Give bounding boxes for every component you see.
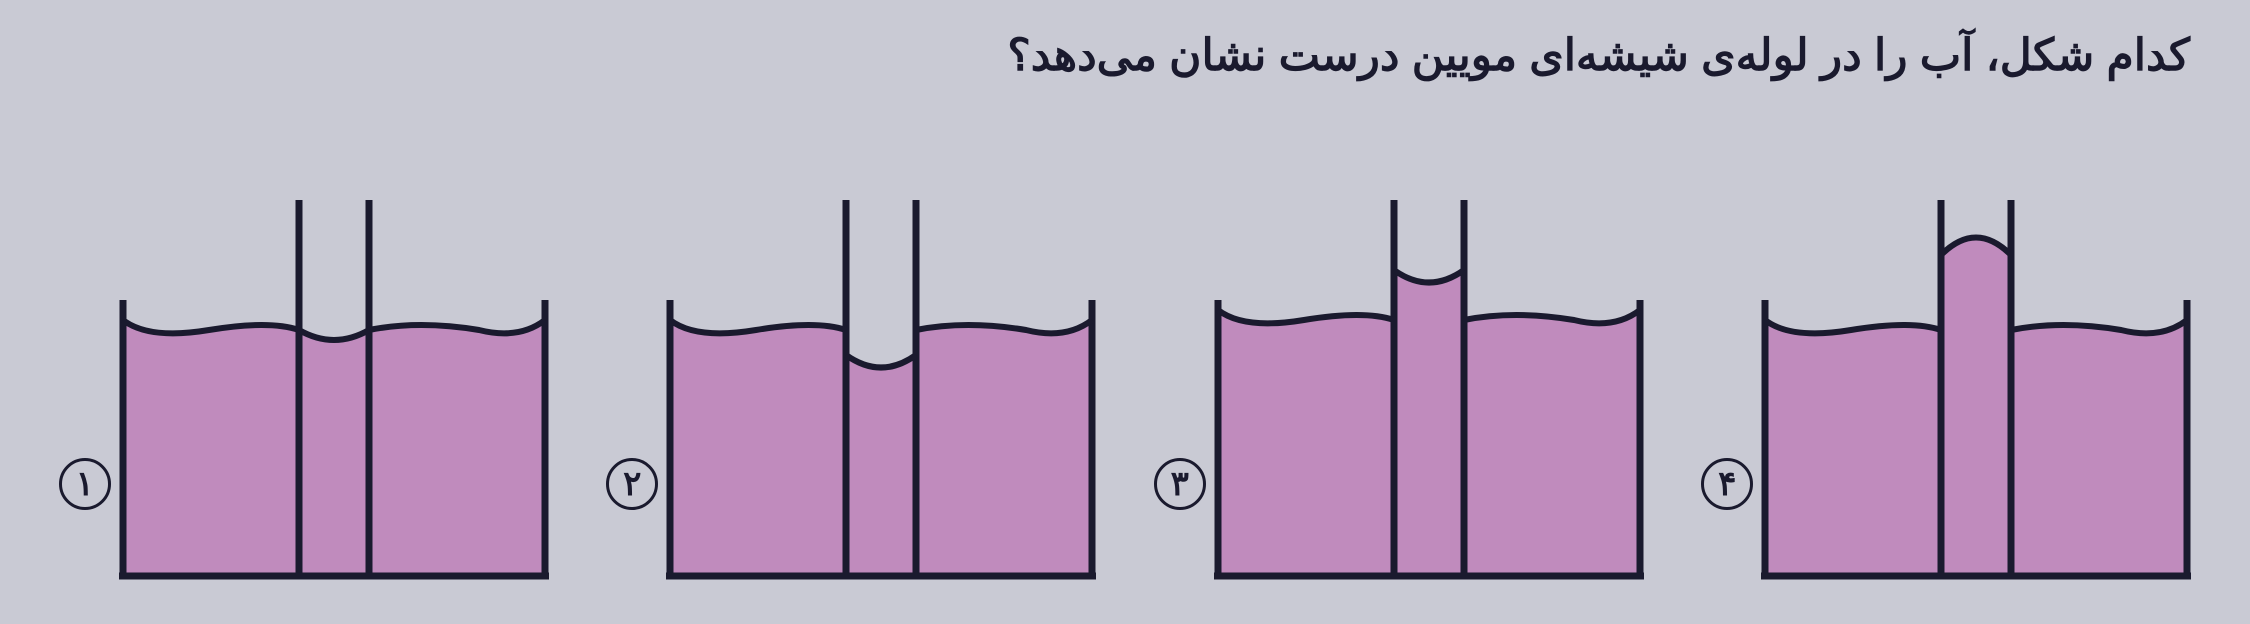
water-body-tube xyxy=(846,355,916,576)
water-body-tube xyxy=(1941,238,2011,577)
option-label-2: ۲ xyxy=(606,458,658,510)
water-body-tube xyxy=(1394,270,1464,576)
capillary-diagram-1 xyxy=(119,180,549,580)
water-body-outer xyxy=(1765,320,1941,576)
question-text: کدام شکل، آب را در لوله‌ی شیشه‌ای مویین … xyxy=(1007,30,2190,81)
water-body-outer-right xyxy=(2011,320,2187,576)
diagrams-row: ۱ ۲ xyxy=(0,180,2250,580)
diagram-option-3: ۳ xyxy=(1154,180,1644,580)
water-body-outer-right xyxy=(916,320,1092,576)
capillary-diagram-4 xyxy=(1761,180,2191,580)
water-body-outer xyxy=(1218,310,1394,576)
option-label-3: ۳ xyxy=(1154,458,1206,510)
option-label-4: ۴ xyxy=(1701,458,1753,510)
water-body-outer xyxy=(670,320,846,576)
water-body-outer-right xyxy=(1464,310,1640,576)
diagram-option-4: ۴ xyxy=(1701,180,2191,580)
capillary-diagram-3 xyxy=(1214,180,1644,580)
capillary-diagram-2 xyxy=(666,180,1096,580)
diagram-option-2: ۲ xyxy=(606,180,1096,580)
diagram-option-1: ۱ xyxy=(59,180,549,580)
option-label-1: ۱ xyxy=(59,458,111,510)
water-body xyxy=(123,320,545,576)
